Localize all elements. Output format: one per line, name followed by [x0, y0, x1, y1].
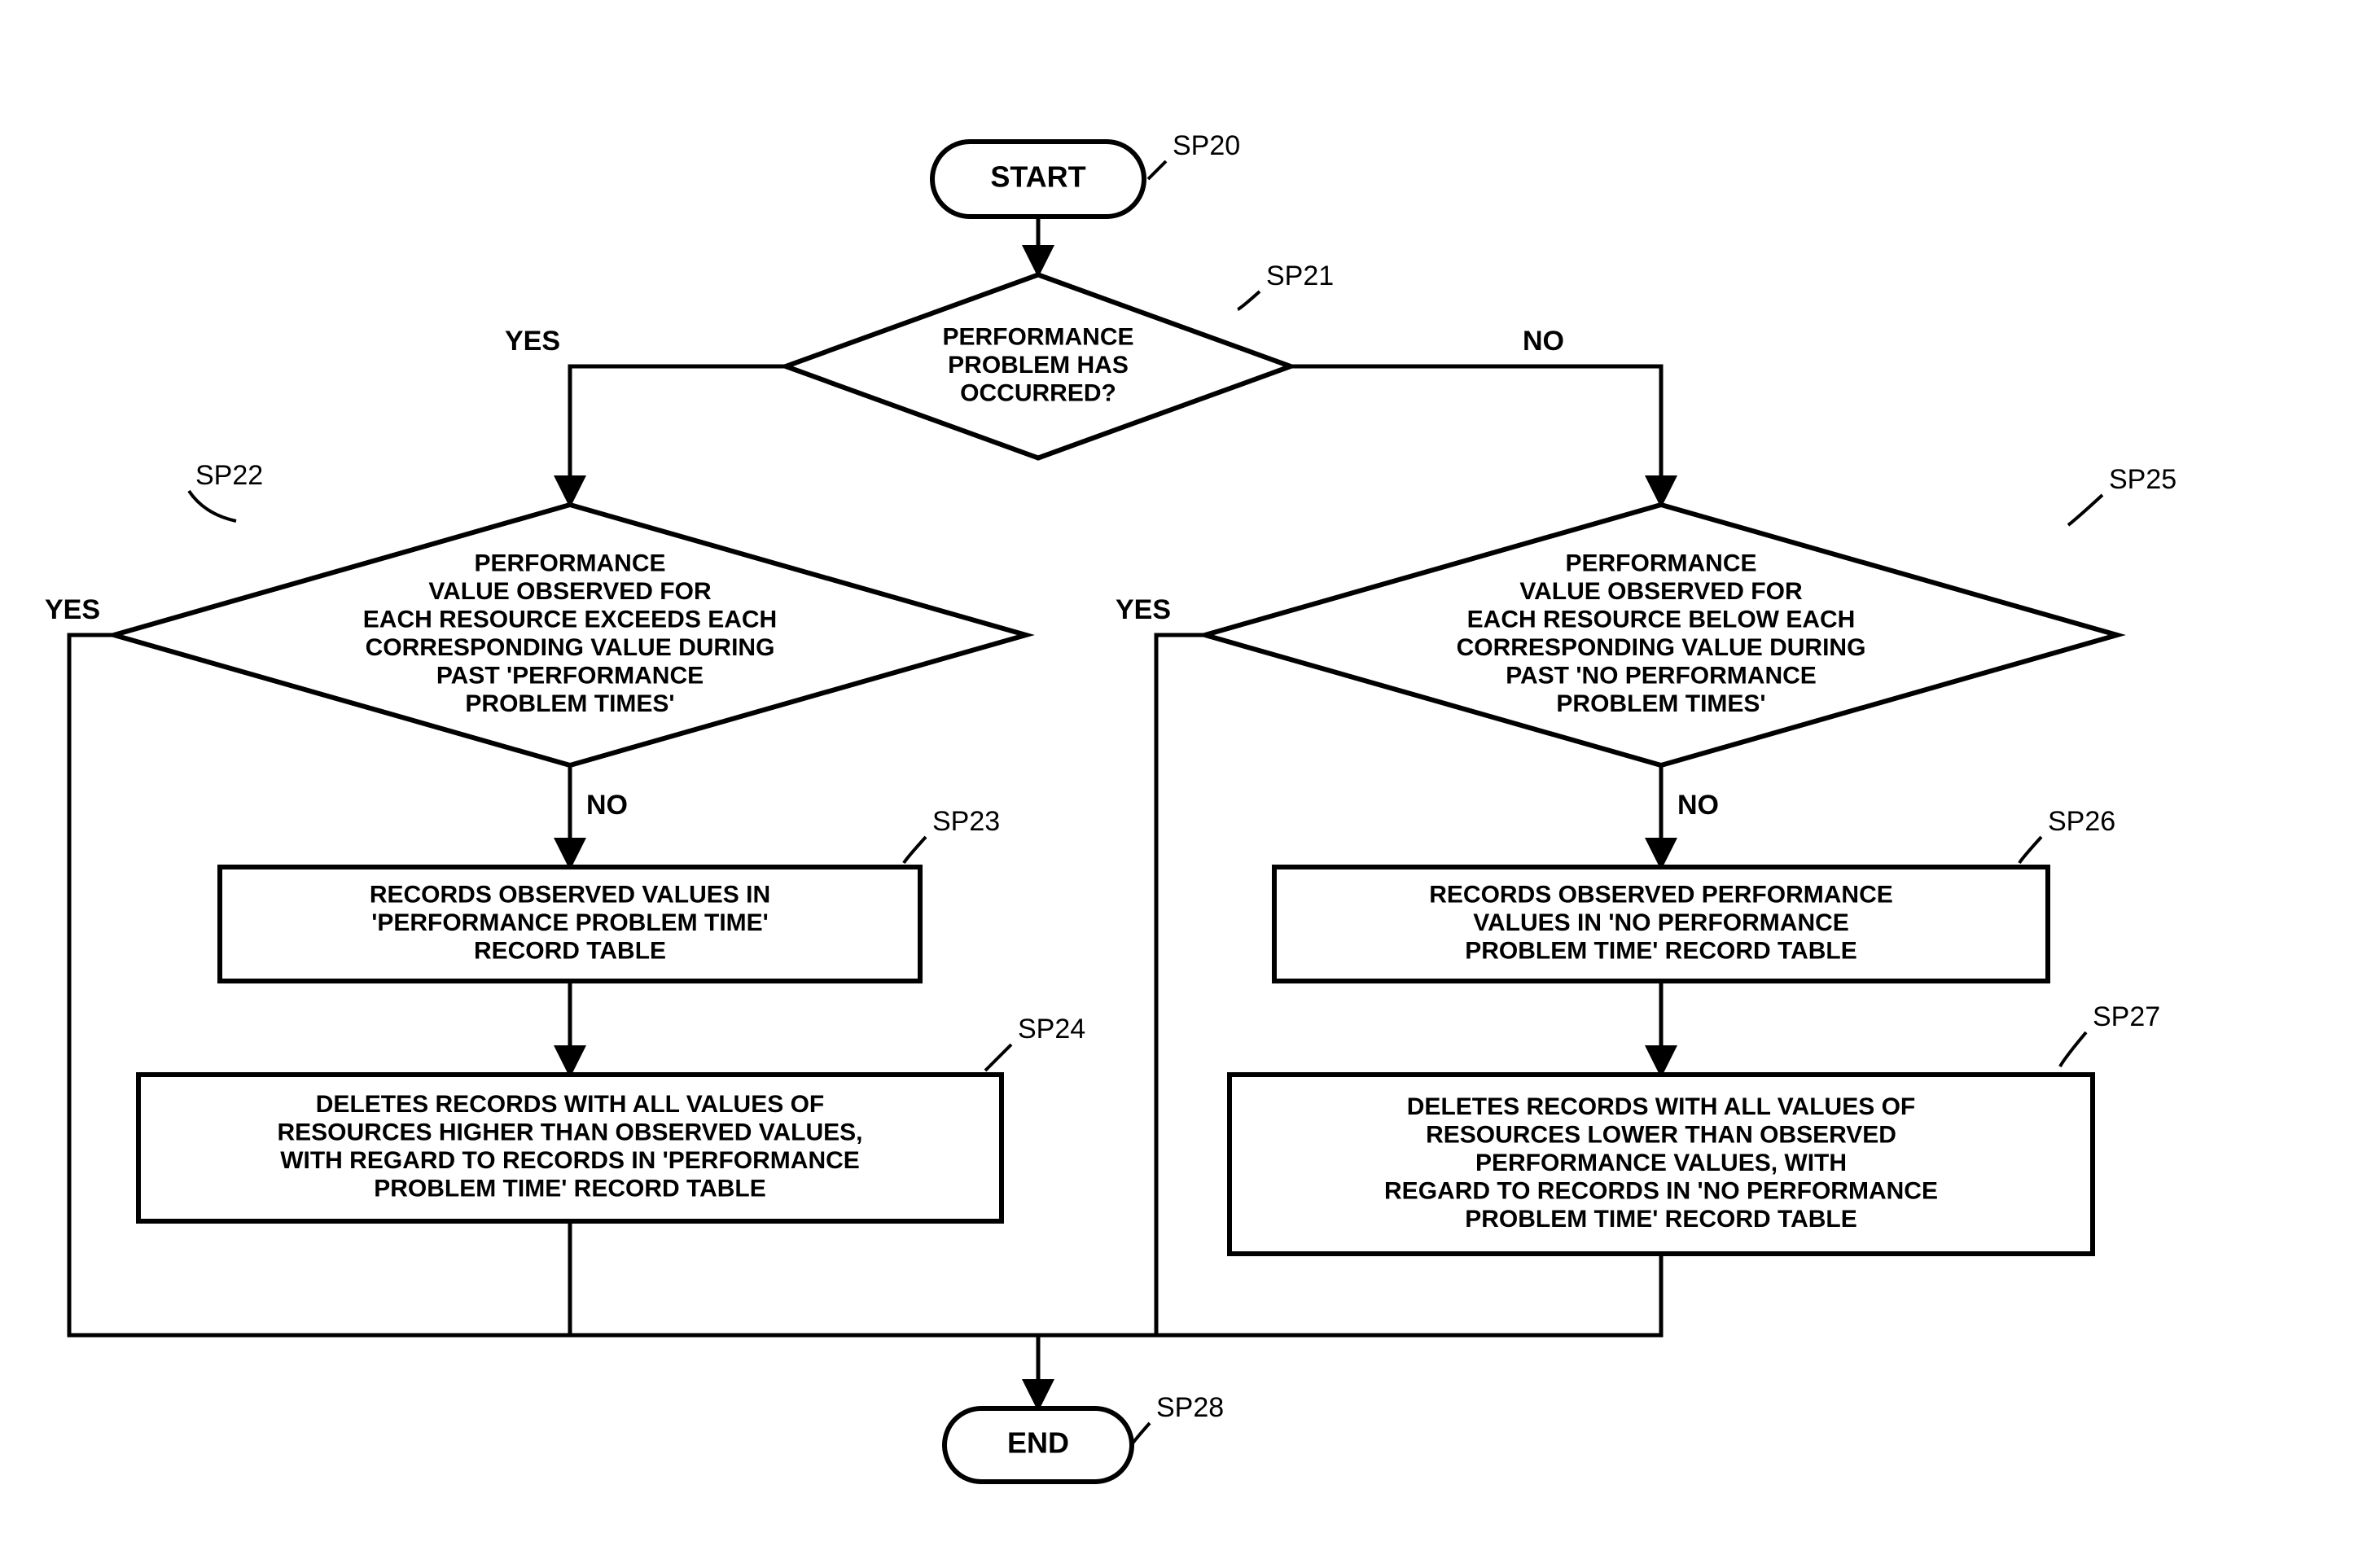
node-text: OCCURRED? — [960, 379, 1116, 406]
edge — [570, 366, 786, 505]
label-leader — [2019, 837, 2041, 863]
node-text: PROBLEM TIME' RECORD TABLE — [1465, 937, 1857, 964]
node-text: PERFORMANCE — [942, 323, 1133, 350]
node-text: PROBLEM TIMES' — [1556, 690, 1765, 717]
node-external-label: SP24 — [1018, 1014, 1085, 1045]
label-leader — [904, 837, 926, 863]
node-text: RECORDS OBSERVED PERFORMANCE — [1429, 881, 1893, 908]
node-text: PAST 'NO PERFORMANCE — [1506, 663, 1817, 690]
node-text: RESOURCES HIGHER THAN OBSERVED VALUES, — [278, 1119, 863, 1146]
node-text: START — [990, 160, 1085, 194]
label-leader — [189, 491, 236, 521]
node-text: PERFORMANCE — [474, 550, 665, 577]
node-external-label: SP20 — [1173, 130, 1240, 161]
node-external-label: SP28 — [1156, 1392, 1224, 1423]
edge — [570, 1221, 1038, 1335]
node-external-label: SP21 — [1266, 261, 1334, 291]
label-leader — [985, 1045, 1011, 1071]
node-text: END — [1007, 1426, 1069, 1460]
label-leader — [2060, 1032, 2086, 1067]
node-external-label: SP22 — [195, 460, 263, 491]
node-external-label: SP26 — [2048, 806, 2115, 837]
node-text: PROBLEM HAS — [948, 352, 1129, 379]
edge — [1038, 1254, 1661, 1335]
edge-label: NO — [586, 790, 628, 821]
node-text: DELETES RECORDS WITH ALL VALUES OF — [316, 1091, 824, 1118]
node-text: CORRESPONDING VALUE DURING — [366, 634, 775, 661]
nodes-layer: STARTPERFORMANCEPROBLEM HASOCCURRED?PERF… — [114, 142, 2117, 1482]
edge — [1038, 635, 1205, 1335]
label-leader — [1132, 1423, 1150, 1445]
edge-label: YES — [1116, 594, 1171, 625]
node-text: DELETES RECORDS WITH ALL VALUES OF — [1407, 1093, 1915, 1120]
node-text: VALUE OBSERVED FOR — [1519, 578, 1803, 605]
node-text: PERFORMANCE VALUES, WITH — [1475, 1150, 1847, 1176]
edge-label: NO — [1523, 326, 1564, 357]
node-text: 'PERFORMANCE PROBLEM TIME' — [371, 909, 769, 936]
flowchart-canvas: YESNONONOYESYESSTARTPERFORMANCEPROBLEM H… — [0, 0, 2354, 1568]
label-leader — [1148, 161, 1166, 179]
node-external-label: SP25 — [2109, 464, 2176, 495]
label-leader — [1238, 291, 1260, 309]
node-text: RECORDS OBSERVED VALUES IN — [370, 881, 770, 908]
edge-label: YES — [505, 326, 560, 357]
node-text: PROBLEM TIMES' — [465, 690, 674, 717]
node-text: EACH RESOURCE EXCEEDS EACH — [363, 607, 777, 633]
node-text: PERFORMANCE — [1565, 550, 1756, 577]
node-text: PROBLEM TIME' RECORD TABLE — [1465, 1206, 1857, 1233]
label-leader — [2068, 495, 2102, 525]
node-text: RECORD TABLE — [474, 937, 666, 964]
node-external-label: SP23 — [932, 806, 1000, 837]
node-text: PAST 'PERFORMANCE — [436, 663, 704, 690]
node-external-label: SP27 — [2093, 1001, 2160, 1032]
node-text: RESOURCES LOWER THAN OBSERVED — [1426, 1121, 1896, 1148]
node-text: EACH RESOURCE BELOW EACH — [1467, 607, 1856, 633]
node-text: VALUES IN 'NO PERFORMANCE — [1473, 909, 1849, 936]
edge-label: NO — [1677, 790, 1719, 821]
node-text: CORRESPONDING VALUE DURING — [1457, 634, 1866, 661]
node-text: WITH REGARD TO RECORDS IN 'PERFORMANCE — [280, 1147, 860, 1174]
node-text: VALUE OBSERVED FOR — [428, 578, 712, 605]
edge-label: YES — [45, 594, 100, 625]
node-text: REGARD TO RECORDS IN 'NO PERFORMANCE — [1384, 1177, 1938, 1204]
node-text: PROBLEM TIME' RECORD TABLE — [374, 1176, 766, 1202]
edge — [1291, 366, 1661, 505]
